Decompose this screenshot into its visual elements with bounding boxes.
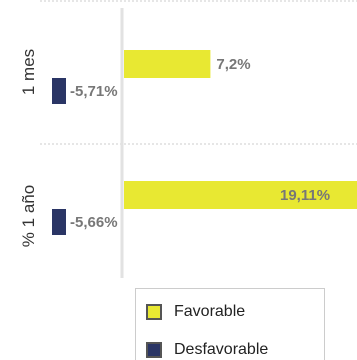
bar-favorable-1[interactable]	[124, 181, 353, 209]
category-label-1: % 1 año	[19, 185, 38, 247]
category-label-0: 1 mes	[19, 49, 38, 95]
bar-favorable-0[interactable]	[124, 50, 211, 78]
legend-item-favorable[interactable]: Favorable	[146, 303, 245, 321]
bar-favorable-1-overflow	[344, 181, 357, 209]
legend: Favorable Desfavorable	[135, 288, 325, 360]
data-label-desfavorable-1: -5,66%	[70, 214, 118, 231]
legend-swatch-favorable	[146, 304, 162, 320]
category-labels: 1 mes % 1 año	[19, 49, 38, 247]
bar-desfavorable-1[interactable]	[52, 209, 66, 235]
legend-label-desfavorable: Desfavorable	[174, 341, 269, 358]
bars-group	[52, 50, 357, 235]
legend-swatch-desfavorable	[146, 342, 162, 358]
bar-chart: 1 mes % 1 año 7,2% -5,71% 19,11% -5,66%	[19, 0, 357, 278]
data-labels: 7,2% -5,71% 19,11% -5,66%	[70, 56, 330, 231]
bar-desfavorable-0[interactable]	[52, 78, 66, 104]
data-label-favorable-0: 7,2%	[216, 56, 250, 73]
data-label-favorable-1: 19,11%	[280, 187, 330, 204]
legend-item-desfavorable[interactable]: Desfavorable	[146, 341, 268, 359]
legend-label-favorable: Favorable	[174, 303, 246, 320]
data-label-desfavorable-0: -5,71%	[70, 83, 118, 100]
